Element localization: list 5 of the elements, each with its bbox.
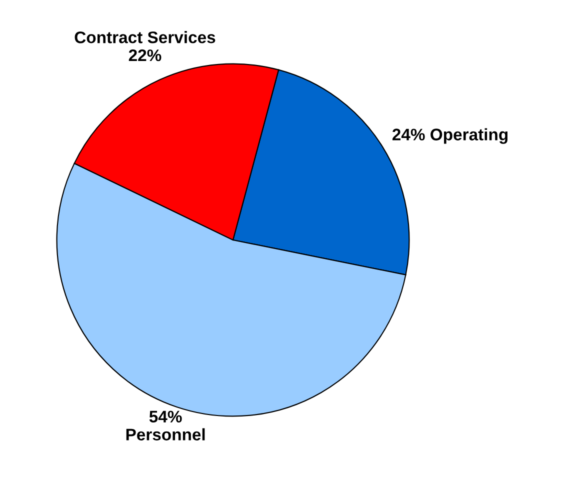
data-label: 22%: [128, 49, 162, 62]
slice-label: Personnel: [126, 428, 205, 440]
slice-label: 24% Operating: [392, 128, 508, 144]
slice-label: Contract Services: [74, 31, 216, 44]
data-label: 54%: [149, 410, 182, 423]
